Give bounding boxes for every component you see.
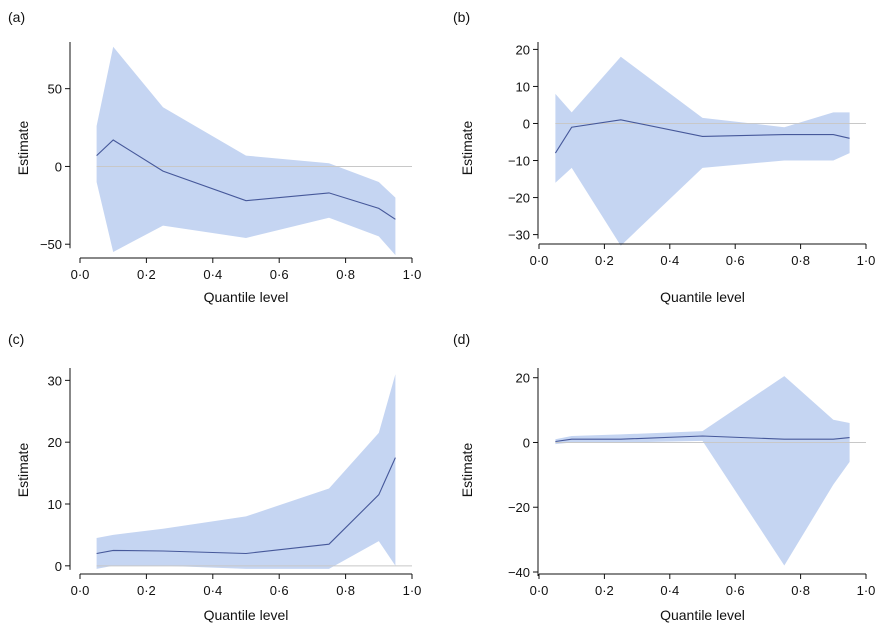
x-tick-label: 0·0 [71, 267, 90, 282]
x-axis-title: Quantile level [204, 289, 289, 305]
y-tick-label: −20 [508, 191, 530, 206]
x-tick-label: 0·2 [595, 253, 614, 268]
y-axis-title: Estimate [459, 121, 475, 176]
panel-label: (c) [8, 331, 24, 347]
estimate-line [96, 139, 396, 220]
x-tick-label: 0·0 [71, 583, 90, 598]
x-tick-label: 0·8 [336, 267, 355, 282]
x-tick-label: 0·4 [203, 583, 222, 598]
y-axis-title: Estimate [459, 443, 475, 498]
y-tick-label: −30 [508, 228, 530, 243]
x-tick-label: 1·0 [403, 583, 422, 598]
confidence-band [96, 46, 396, 256]
x-tick-label: 0·4 [203, 267, 222, 282]
y-tick-label: 50 [48, 82, 62, 97]
x-tick-label: 0·6 [270, 583, 289, 598]
estimate-line [555, 435, 850, 443]
y-axis-title: Estimate [15, 121, 31, 176]
y-tick-label: −10 [508, 154, 530, 169]
y-tick-label: 0 [523, 435, 530, 450]
x-tick-label: 0·8 [791, 253, 810, 268]
x-tick-label: 0·2 [137, 267, 156, 282]
chart-panel-a: (a) 50 0 −50 0·0 0·2 0·4 0·6 0·8 1·0 Quantile leve… [8, 9, 421, 305]
x-tick-label: 0·6 [270, 267, 289, 282]
x-axis-title: Quantile level [660, 289, 745, 305]
y-tick-label: 0 [523, 116, 530, 131]
y-tick-label: −20 [508, 500, 530, 515]
x-axis-title: Quantile level [204, 607, 289, 623]
x-tick-label: 0·8 [336, 583, 355, 598]
panel-label: (a) [8, 9, 25, 25]
y-tick-label: 20 [48, 435, 62, 450]
confidence-band [555, 376, 850, 566]
y-tick-label: −40 [508, 565, 530, 580]
x-tick-label: 0·2 [137, 583, 156, 598]
y-tick-label: 0 [55, 159, 62, 174]
y-axis-title: Estimate [15, 443, 31, 498]
estimate-line [96, 457, 396, 555]
panel-label: (b) [453, 9, 470, 25]
chart-panel-c: (c) 30 20 10 0 0·0 0·2 0·4 0·6 0·8 1·0 Quantile lev… [8, 331, 421, 623]
x-tick-label: 0·4 [660, 583, 679, 598]
y-tick-label: 20 [516, 371, 530, 386]
chart-panel-b: (b) 20 10 0 −10 −20 −300·0 0·2 0·4 0·6 0·8 1·0 Quant… [453, 9, 875, 305]
confidence-band [555, 56, 850, 246]
x-tick-label: 0·0 [530, 253, 549, 268]
x-tick-label: 1·0 [857, 583, 876, 598]
x-tick-label: 0·8 [791, 583, 810, 598]
x-axis-title: Quantile level [660, 607, 745, 623]
x-tick-label: 0·4 [660, 253, 679, 268]
x-tick-label: 0·6 [726, 253, 745, 268]
y-tick-label: −50 [40, 237, 62, 252]
y-tick-label: 10 [516, 79, 530, 94]
y-tick-label: 20 [516, 42, 530, 57]
y-tick-label: 10 [48, 497, 62, 512]
x-tick-label: 1·0 [857, 253, 876, 268]
estimate-line [554, 119, 850, 154]
x-tick-label: 0·0 [530, 583, 549, 598]
y-tick-label: 0 [55, 559, 62, 574]
panel-label: (d) [453, 331, 470, 347]
x-tick-label: 0·2 [595, 583, 614, 598]
chart-panel-d: (d) 20 0 −20 −400·0 0·2 0·4 0·6 0·8 1·0 Quantile l… [453, 331, 875, 623]
confidence-band [96, 374, 396, 569]
y-tick-label: 30 [48, 373, 62, 388]
x-tick-label: 1·0 [403, 267, 422, 282]
x-tick-label: 0·6 [726, 583, 745, 598]
